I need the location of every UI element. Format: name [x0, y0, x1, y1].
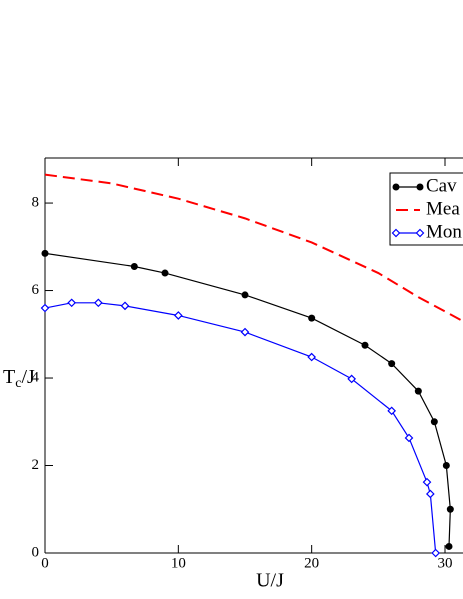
data-point: [241, 291, 249, 299]
y-tick-label: 0: [32, 544, 40, 560]
y-tick-label: 8: [32, 194, 40, 210]
data-point: [430, 418, 438, 426]
data-line: [44, 252, 451, 547]
x-tick-label: 30: [438, 555, 453, 571]
data-point: [40, 303, 50, 313]
x-tick-label: 0: [41, 555, 49, 571]
legend-marker: [391, 228, 401, 238]
legend-marker: [392, 183, 400, 191]
data-point: [361, 341, 369, 349]
legend-marker: [415, 228, 425, 238]
y-tick-label: 2: [32, 457, 40, 473]
legend-label: Cav: [426, 175, 457, 196]
data-point: [67, 298, 77, 308]
x-tick-label: 20: [304, 555, 319, 571]
data-point: [173, 311, 183, 320]
y-axis-label-part: /J: [21, 366, 35, 388]
data-point: [442, 462, 450, 470]
y-axis-label-part: T: [3, 366, 15, 388]
legend-marker: [416, 183, 424, 191]
data-point: [431, 548, 441, 558]
data-point: [161, 269, 169, 277]
y-tick-label: 6: [32, 282, 40, 298]
data-point: [425, 489, 435, 499]
data-point: [414, 387, 422, 395]
data-line: [44, 173, 463, 323]
y-axis-label: Tc/J: [3, 366, 35, 392]
data-point: [120, 301, 130, 311]
x-tick-label: 10: [171, 555, 186, 571]
data-point: [388, 360, 396, 368]
data-point: [130, 262, 138, 270]
data-point: [240, 327, 250, 337]
data-point: [446, 505, 454, 513]
data-point: [422, 477, 432, 487]
data-point: [93, 298, 103, 308]
data-line: [44, 302, 437, 554]
y-tick-label: 4: [32, 369, 40, 385]
data-point: [347, 374, 357, 384]
data-point: [41, 249, 49, 257]
data-point: [404, 433, 414, 443]
data-point: [445, 542, 453, 550]
x-axis-label: U/J: [256, 570, 284, 592]
legend-label: Mea: [426, 198, 460, 219]
y-axis-label-part: c: [15, 376, 21, 391]
data-point: [387, 406, 397, 416]
legend-label: Mon: [426, 221, 462, 242]
data-point: [307, 352, 317, 362]
data-point: [308, 314, 316, 322]
